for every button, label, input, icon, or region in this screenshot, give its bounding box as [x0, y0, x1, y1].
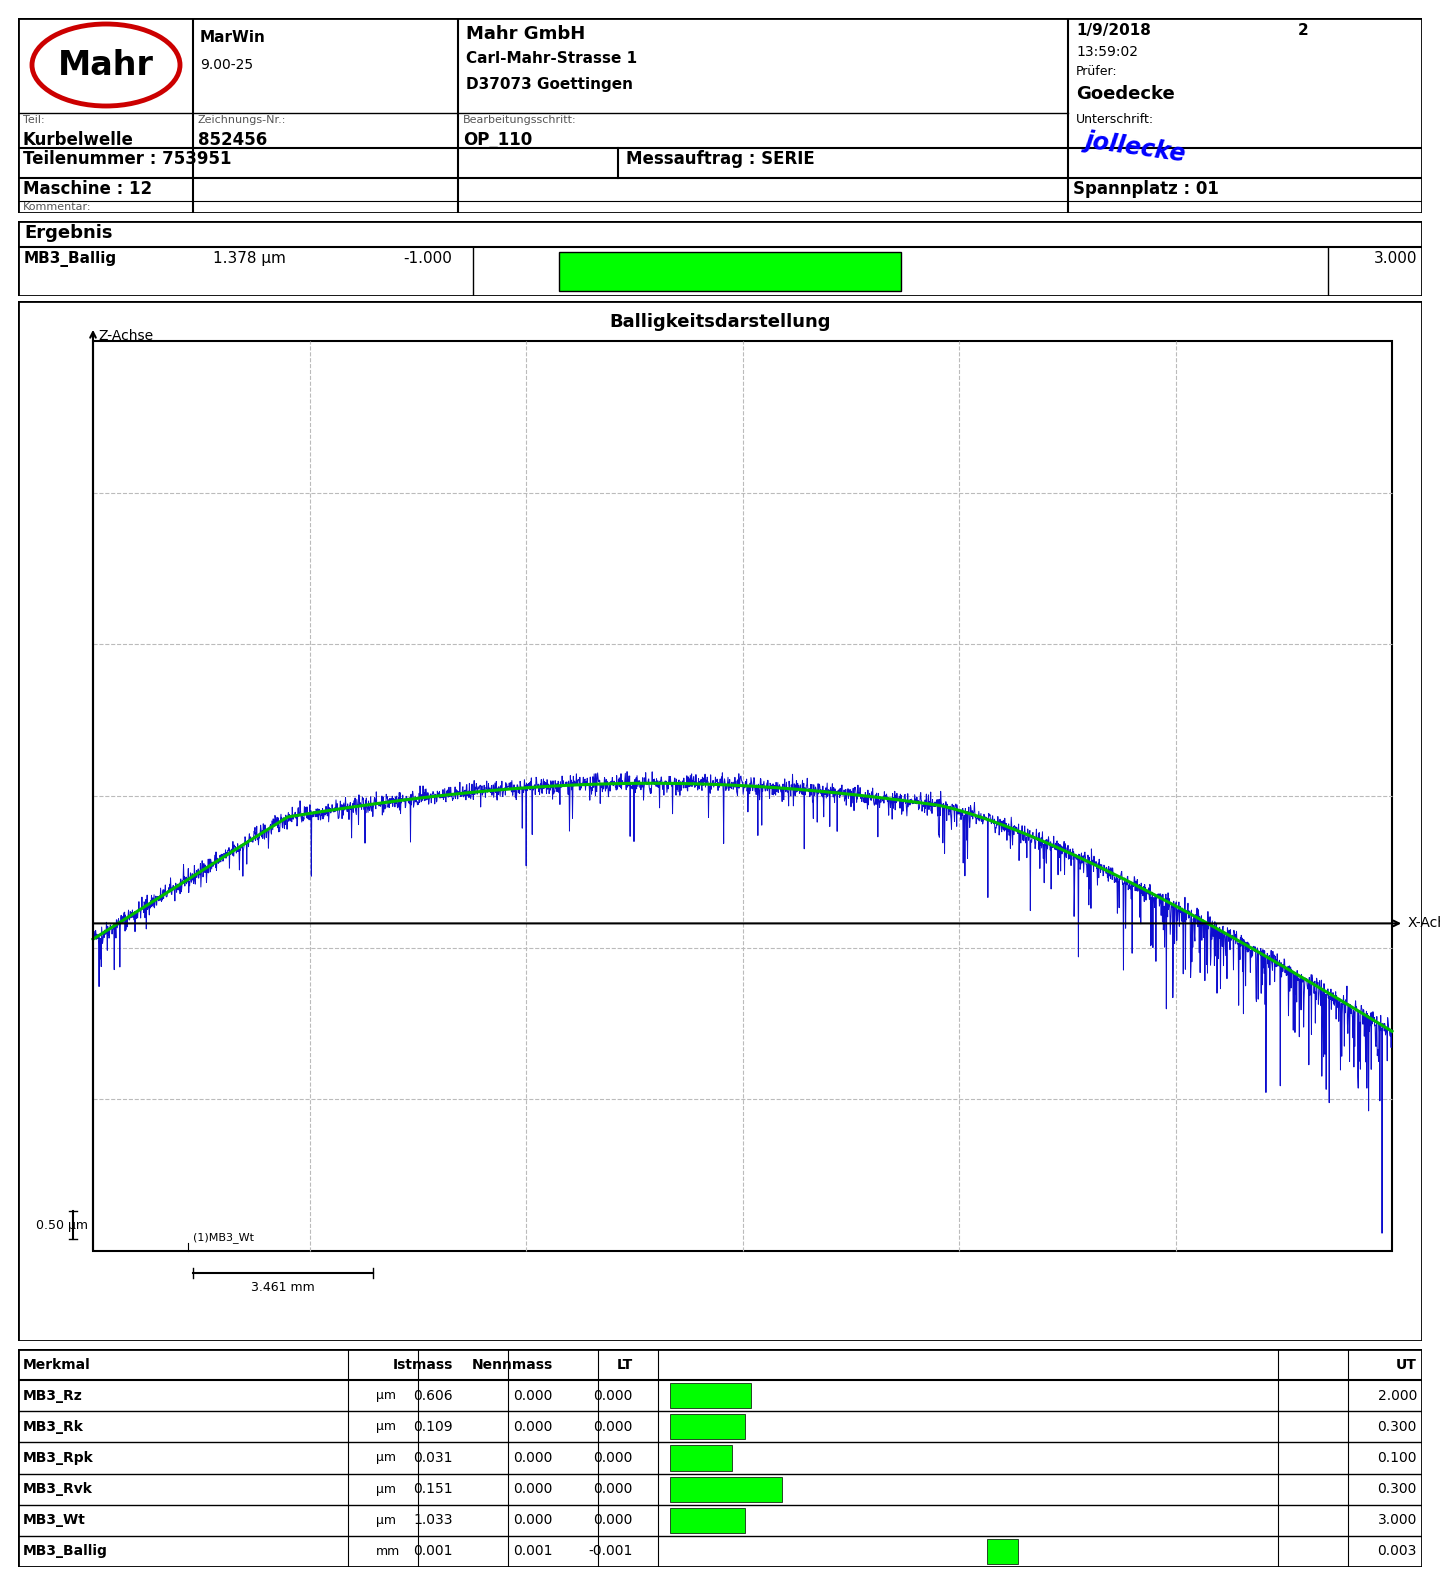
Text: μm: μm — [376, 1451, 396, 1464]
Text: 0.100: 0.100 — [1378, 1451, 1417, 1466]
Text: Bearbeitungsschritt:: Bearbeitungsschritt: — [464, 115, 576, 125]
Text: 1.378 μm: 1.378 μm — [213, 251, 287, 266]
Text: 0.109: 0.109 — [413, 1420, 454, 1434]
Bar — [94, 341, 1392, 1251]
Text: μm: μm — [376, 1420, 396, 1434]
Text: 1.033: 1.033 — [413, 1513, 454, 1527]
Text: 0.300: 0.300 — [1378, 1481, 1417, 1496]
Text: 0.031: 0.031 — [413, 1451, 454, 1466]
Text: 0.50 μm: 0.50 μm — [36, 1219, 88, 1232]
Text: -1.000: -1.000 — [403, 251, 452, 266]
Bar — [671, 1445, 733, 1470]
Text: mm: mm — [376, 1545, 400, 1557]
Text: Kommentar:: Kommentar: — [23, 202, 92, 212]
Text: MB3_Rpk: MB3_Rpk — [23, 1451, 94, 1466]
Text: μm: μm — [376, 1483, 396, 1496]
Text: MB3_Wt: MB3_Wt — [23, 1513, 86, 1527]
Text: 0.003: 0.003 — [1378, 1545, 1417, 1559]
Text: Mahr GmbH: Mahr GmbH — [467, 25, 585, 43]
Text: 0.000: 0.000 — [514, 1388, 553, 1402]
Text: 3.000: 3.000 — [1378, 1513, 1417, 1527]
Text: Ergebnis: Ergebnis — [24, 225, 112, 242]
Text: 2: 2 — [1297, 24, 1309, 38]
Text: 0.606: 0.606 — [413, 1388, 454, 1402]
Text: MB3_Rvk: MB3_Rvk — [23, 1481, 92, 1496]
Text: 3.461 mm: 3.461 mm — [251, 1281, 315, 1293]
Text: UT: UT — [1397, 1358, 1417, 1372]
Text: 0.000: 0.000 — [514, 1513, 553, 1527]
Text: 0.001: 0.001 — [413, 1545, 454, 1559]
Text: MarWin: MarWin — [200, 30, 266, 44]
Text: Mahr: Mahr — [58, 49, 154, 82]
Text: D37073 Goettingen: D37073 Goettingen — [467, 77, 634, 92]
Text: μm: μm — [376, 1390, 396, 1402]
Bar — [671, 1508, 744, 1534]
Text: LT: LT — [616, 1358, 634, 1372]
Text: 0.000: 0.000 — [514, 1451, 553, 1466]
Text: Spannplatz : 01: Spannplatz : 01 — [1073, 180, 1218, 198]
Text: 0.000: 0.000 — [593, 1481, 634, 1496]
Text: Z-Achse: Z-Achse — [98, 329, 153, 343]
Bar — [671, 1477, 782, 1502]
Text: Merkmal: Merkmal — [23, 1358, 91, 1372]
Text: X-Achse: X-Achse — [1408, 917, 1440, 930]
Bar — [671, 1383, 752, 1409]
Text: 3.000: 3.000 — [1374, 251, 1417, 266]
Text: Balligkeitsdarstellung: Balligkeitsdarstellung — [609, 313, 831, 330]
Text: μm: μm — [376, 1513, 396, 1527]
Text: Kurbelwelle: Kurbelwelle — [23, 131, 134, 149]
Text: 0.300: 0.300 — [1378, 1420, 1417, 1434]
Text: 852456: 852456 — [199, 131, 268, 149]
Text: Maschine : 12: Maschine : 12 — [23, 180, 153, 198]
Text: 0.001: 0.001 — [514, 1545, 553, 1559]
Text: MB3_Ballig: MB3_Ballig — [24, 251, 117, 267]
Text: 2.000: 2.000 — [1378, 1388, 1417, 1402]
Text: Zeichnungs-Nr.:: Zeichnungs-Nr.: — [199, 115, 287, 125]
Text: Istmass: Istmass — [393, 1358, 454, 1372]
Text: 0.000: 0.000 — [593, 1388, 634, 1402]
Text: OP_110: OP_110 — [464, 131, 533, 149]
Text: 0.000: 0.000 — [593, 1451, 634, 1466]
Text: Prüfer:: Prüfer: — [1076, 65, 1117, 77]
Text: 0.000: 0.000 — [514, 1420, 553, 1434]
Bar — [559, 251, 900, 291]
Text: Unterschrift:: Unterschrift: — [1076, 112, 1153, 126]
Text: Goedecke: Goedecke — [1076, 85, 1175, 103]
Text: jollecke: jollecke — [1083, 128, 1187, 166]
Text: Teil:: Teil: — [23, 115, 45, 125]
Bar — [986, 1538, 1018, 1564]
Text: -0.001: -0.001 — [589, 1545, 634, 1559]
Text: 0.000: 0.000 — [593, 1513, 634, 1527]
Text: Carl-Mahr-Strasse 1: Carl-Mahr-Strasse 1 — [467, 51, 636, 66]
Text: Nennmass: Nennmass — [472, 1358, 553, 1372]
Text: 0.000: 0.000 — [593, 1420, 634, 1434]
Text: 0.151: 0.151 — [413, 1481, 454, 1496]
Text: MB3_Ballig: MB3_Ballig — [23, 1545, 108, 1559]
Text: 13:59:02: 13:59:02 — [1076, 44, 1138, 58]
Bar — [671, 1415, 744, 1439]
Text: 0.000: 0.000 — [514, 1481, 553, 1496]
Text: MB3_Rz: MB3_Rz — [23, 1388, 82, 1402]
Text: 1/9/2018: 1/9/2018 — [1076, 24, 1151, 38]
Text: 9.00-25: 9.00-25 — [200, 58, 253, 73]
Text: (1)MB3_Wt: (1)MB3_Wt — [193, 1232, 253, 1243]
Text: Teilenummer : 753951: Teilenummer : 753951 — [23, 150, 232, 168]
Text: Messauftrag : SERIE: Messauftrag : SERIE — [626, 150, 815, 168]
Text: MB3_Rk: MB3_Rk — [23, 1420, 84, 1434]
